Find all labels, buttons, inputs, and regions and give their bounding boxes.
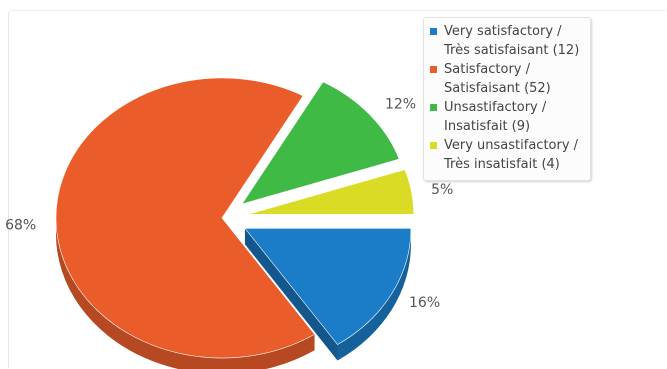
- legend-label: Very satisfactory / Très satisfaisant (1…: [444, 24, 580, 58]
- legend-item-unsatisfactory[interactable]: Unsastifactory / Insatisfait (9): [430, 98, 584, 136]
- slice-cut-face-0: [244, 228, 338, 361]
- pie-slice-1[interactable]: [55, 77, 316, 359]
- pie-slices: [55, 77, 414, 369]
- legend-swatch: [430, 142, 437, 149]
- legend-item-very-unsatisfactory[interactable]: Very unsastifactory / Très insatisfait (…: [430, 136, 584, 174]
- percent-label-1: 68%: [5, 217, 36, 233]
- slice-side-0: [337, 228, 411, 361]
- legend-swatch: [430, 66, 437, 73]
- legend-swatch: [430, 28, 437, 35]
- percent-label-2: 12%: [385, 97, 416, 113]
- legend-item-very-satisfactory[interactable]: Very satisfactory / Très satisfaisant (1…: [430, 22, 584, 60]
- chart-legend: Very satisfactory / Très satisfaisant (1…: [423, 17, 591, 181]
- legend-label: Satisfactory / Satisfaisant (52): [444, 62, 551, 96]
- legend-label: Very unsastifactory / Très insatisfait (…: [444, 138, 579, 172]
- pie-slice-2[interactable]: [241, 81, 400, 205]
- pie-slice-3[interactable]: [247, 169, 414, 215]
- legend-swatch: [430, 104, 437, 111]
- percent-labels: 16% 68% 12% 5%: [5, 97, 453, 311]
- legend-item-satisfactory[interactable]: Satisfactory / Satisfaisant (52): [430, 60, 584, 98]
- pie-slice-0[interactable]: [244, 228, 412, 345]
- percent-label-3: 5%: [431, 182, 453, 198]
- percent-label-0: 16%: [409, 295, 440, 311]
- slice-side-1: [56, 218, 315, 369]
- legend-label: Unsastifactory / Insatisfait (9): [444, 100, 547, 134]
